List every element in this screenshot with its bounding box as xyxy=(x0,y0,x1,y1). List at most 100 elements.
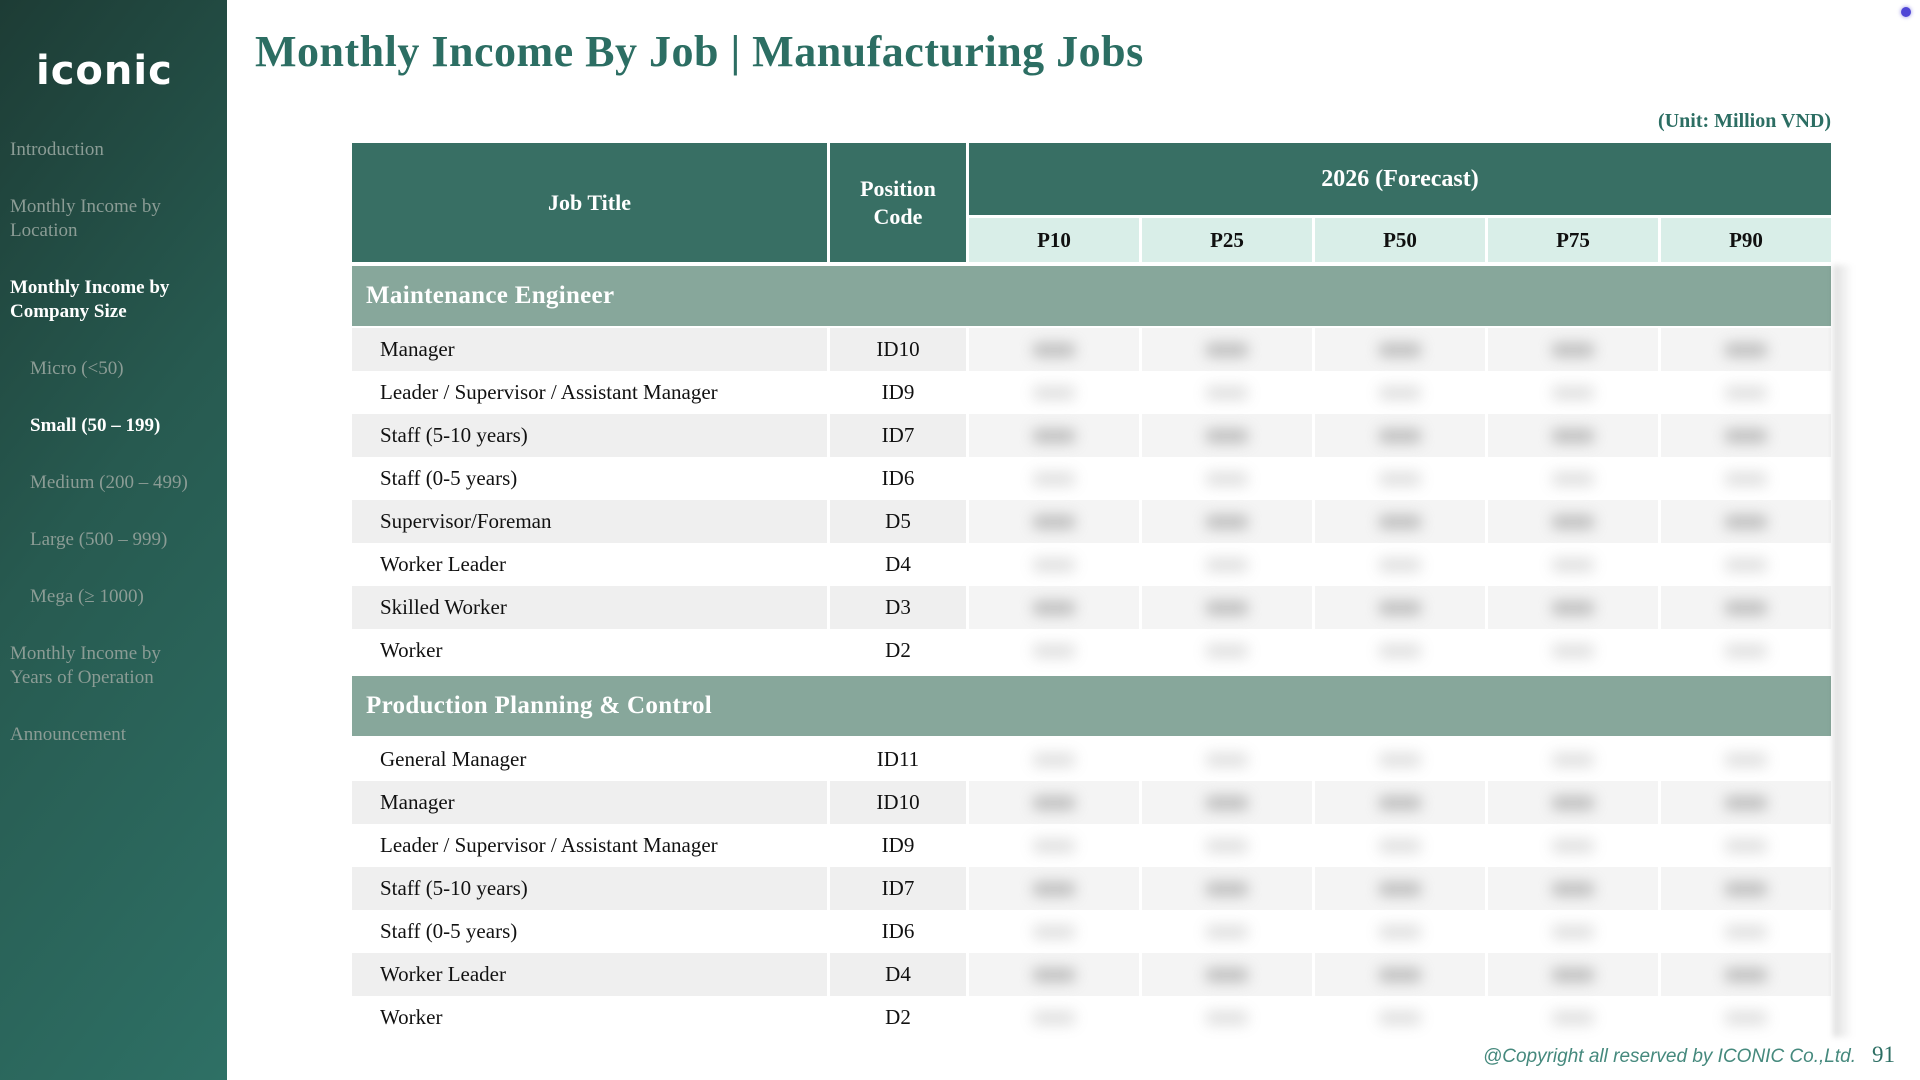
value-cell-p10 xyxy=(969,953,1139,996)
value-cell-p50 xyxy=(1315,328,1485,371)
value-cell-p10 xyxy=(969,457,1139,500)
sidebar-item[interactable]: Medium (200 – 499) xyxy=(30,472,188,493)
blurred-value xyxy=(1379,838,1421,853)
blurred-value xyxy=(1725,1010,1767,1025)
value-cell-p75 xyxy=(1488,996,1658,1039)
job-title-cell: Manager xyxy=(352,781,827,824)
sidebar-item[interactable]: Small (50 – 199) xyxy=(30,415,161,436)
value-cell-p75 xyxy=(1488,371,1658,414)
table-row: Skilled Worker D3 xyxy=(352,586,1831,629)
value-cell-p50 xyxy=(1315,629,1485,672)
table-row: Staff (5-10 years) ID7 xyxy=(352,867,1831,910)
blurred-value xyxy=(1552,342,1594,357)
position-code-cell: D2 xyxy=(830,996,966,1039)
blurred-value xyxy=(1033,924,1075,939)
blurred-value xyxy=(1379,385,1421,400)
position-code-cell: D2 xyxy=(830,629,966,672)
blurred-value xyxy=(1552,967,1594,982)
value-cell-p90 xyxy=(1661,586,1831,629)
col-header-p50: P50 xyxy=(1315,218,1485,262)
value-cell-p25 xyxy=(1142,953,1312,996)
value-cell-p25 xyxy=(1142,543,1312,586)
blurred-value xyxy=(1379,752,1421,767)
position-code-cell: ID11 xyxy=(830,738,966,781)
sidebar-item[interactable]: Announcement xyxy=(10,724,127,745)
value-cell-p75 xyxy=(1488,586,1658,629)
value-cell-p75 xyxy=(1488,824,1658,867)
unit-label: (Unit: Million VND) xyxy=(1658,110,1831,132)
sidebar: iconic Introduction Monthly Income by Loc… xyxy=(0,0,227,1080)
position-code-cell: ID7 xyxy=(830,867,966,910)
blurred-value xyxy=(1033,342,1075,357)
iconic-logo: iconic xyxy=(36,48,173,94)
col-header-job-title: Job Title xyxy=(352,143,827,262)
value-cell-p90 xyxy=(1661,414,1831,457)
job-title-cell: Staff (0-5 years) xyxy=(352,910,827,953)
job-title-cell: Staff (5-10 years) xyxy=(352,414,827,457)
position-code-cell: ID6 xyxy=(830,457,966,500)
section-band-label: Production Planning & Control xyxy=(352,676,1831,736)
job-title-cell: Worker Leader xyxy=(352,543,827,586)
col-header-position-code: Position Code xyxy=(830,143,966,262)
blurred-value xyxy=(1033,514,1075,529)
blurred-value xyxy=(1552,881,1594,896)
value-cell-p25 xyxy=(1142,500,1312,543)
blurred-value xyxy=(1725,795,1767,810)
value-cell-p75 xyxy=(1488,328,1658,371)
blurred-value xyxy=(1725,385,1767,400)
value-cell-p75 xyxy=(1488,414,1658,457)
value-cell-p50 xyxy=(1315,738,1485,781)
value-cell-p25 xyxy=(1142,457,1312,500)
table-row: Staff (0-5 years) ID6 xyxy=(352,910,1831,953)
blurred-value xyxy=(1379,1010,1421,1025)
sidebar-item[interactable]: Mega (≥ 1000) xyxy=(30,586,144,607)
table-row: Leader / Supervisor / Assistant Manager I… xyxy=(352,824,1831,867)
blurred-value xyxy=(1379,924,1421,939)
value-cell-p90 xyxy=(1661,910,1831,953)
blurred-value xyxy=(1033,643,1075,658)
blurred-value xyxy=(1552,557,1594,572)
value-cell-p75 xyxy=(1488,781,1658,824)
blurred-value xyxy=(1379,342,1421,357)
value-cell-p10 xyxy=(969,910,1139,953)
blurred-value xyxy=(1725,752,1767,767)
value-cell-p25 xyxy=(1142,824,1312,867)
sidebar-item[interactable]: Micro (<50) xyxy=(30,358,124,379)
blurred-value xyxy=(1206,752,1248,767)
page-number: 91 xyxy=(1872,1042,1895,1067)
value-cell-p10 xyxy=(969,867,1139,910)
position-code-cell: D4 xyxy=(830,953,966,996)
blurred-value xyxy=(1552,471,1594,486)
blurred-value xyxy=(1206,881,1248,896)
sidebar-item[interactable]: Monthly Income by Years of Operation xyxy=(10,643,161,688)
position-code-cell: ID6 xyxy=(830,910,966,953)
blurred-value xyxy=(1379,514,1421,529)
table-row: Worker D2 xyxy=(352,996,1831,1039)
blurred-value xyxy=(1552,838,1594,853)
value-cell-p25 xyxy=(1142,738,1312,781)
job-title-cell: General Manager xyxy=(352,738,827,781)
sidebar-item[interactable]: Monthly Income by Location xyxy=(10,196,161,241)
income-table: Job Title Position Code 2026 (Forecast) … xyxy=(352,143,1831,1039)
blurred-value xyxy=(1206,838,1248,853)
blurred-value xyxy=(1206,471,1248,486)
sidebar-item[interactable]: Introduction xyxy=(10,139,104,160)
sidebar-item[interactable]: Monthly Income by Company Size xyxy=(10,277,170,322)
value-cell-p25 xyxy=(1142,371,1312,414)
section-band: Production Planning & Control xyxy=(352,676,1831,736)
value-cell-p50 xyxy=(1315,867,1485,910)
sidebar-item[interactable]: Large (500 – 999) xyxy=(30,529,168,550)
value-cell-p90 xyxy=(1661,457,1831,500)
value-cell-p25 xyxy=(1142,629,1312,672)
blurred-value xyxy=(1033,385,1075,400)
value-cell-p10 xyxy=(969,586,1139,629)
income-table-body: Maintenance Engineer Manager ID10 Leader / … xyxy=(352,266,1831,1039)
blurred-value xyxy=(1033,967,1075,982)
job-title-cell: Staff (0-5 years) xyxy=(352,457,827,500)
value-cell-p90 xyxy=(1661,629,1831,672)
position-code-cell: ID9 xyxy=(830,371,966,414)
blurred-value xyxy=(1552,924,1594,939)
blurred-value xyxy=(1033,557,1075,572)
blurred-value xyxy=(1552,1010,1594,1025)
value-cell-p75 xyxy=(1488,500,1658,543)
